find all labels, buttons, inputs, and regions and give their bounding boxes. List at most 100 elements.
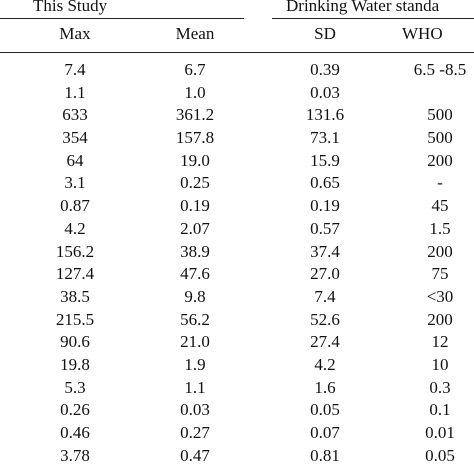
cell-who: 0.01 <box>425 423 455 442</box>
table-row: 127.4 47.6 27.0 75 <box>0 263 474 286</box>
table-row: 215.5 56.2 52.6 200 <box>0 309 474 332</box>
cell-mean: 0.25 <box>180 173 210 193</box>
cell-max: 19.8 <box>60 354 90 374</box>
table-row: 3.78 0.47 0.81 0.05 <box>0 445 474 468</box>
group-header-this-study: This Study <box>33 0 108 15</box>
cell-sd: 131.6 <box>305 105 345 125</box>
cell-max: 0.87 <box>60 196 90 216</box>
table-row: 5.3 1.1 1.6 0.3 <box>0 377 474 400</box>
cell-sd: 1.6 <box>314 377 336 397</box>
table-row: 38.5 9.8 7.4 <30 <box>0 286 474 309</box>
column-header-max: Max <box>59 24 91 43</box>
cell-sd: 37.4 <box>310 241 340 261</box>
group-rule-drinking-water-standard <box>272 18 474 20</box>
table-row: 90.6 21.0 27.4 12 <box>0 331 474 354</box>
table-row: 0.26 0.03 0.05 0.1 <box>0 399 474 422</box>
table-row: 19.8 1.9 4.2 10 <box>0 354 474 377</box>
group-rule-this-study <box>0 18 244 20</box>
cell-who: 200 <box>427 309 453 329</box>
cell-sd: 27.0 <box>310 264 340 284</box>
cell-max: 4.2 <box>64 218 86 238</box>
table-row: 0.46 0.27 0.07 0.01 <box>0 422 474 445</box>
cell-mean: 1.1 <box>184 377 206 397</box>
cell-sd: 0.07 <box>310 423 340 442</box>
cell-who: 0.3 <box>429 377 451 397</box>
cell-sd: 0.57 <box>310 218 340 238</box>
cell-sd: 0.39 <box>310 60 340 79</box>
cell-who: 500 <box>427 105 453 125</box>
cell-sd: 73.1 <box>310 128 340 148</box>
cell-who: <30 <box>426 286 454 306</box>
table-row: 633 361.2 131.6 500 <box>0 104 474 127</box>
cell-who: 200 <box>427 241 453 261</box>
cell-who: 500 <box>427 128 453 148</box>
table-row: 156.2 38.9 37.4 200 <box>0 241 474 264</box>
cell-max: 0.46 <box>60 423 90 442</box>
table-row: 0.87 0.19 0.19 45 <box>0 195 474 218</box>
cell-who: 12 <box>431 332 449 352</box>
cell-sd: 4.2 <box>314 354 336 374</box>
cell-mean: 361.2 <box>175 105 215 125</box>
cell-sd: 0.19 <box>310 196 340 216</box>
table-row: 1.1 1.0 0.03 <box>0 82 474 105</box>
cell-max: 1.1 <box>64 82 86 102</box>
cell-max: 90.6 <box>60 332 90 352</box>
cell-who: 75 <box>431 264 449 284</box>
cell-mean: 0.19 <box>180 196 210 216</box>
cell-who: 200 <box>427 150 453 170</box>
cell-mean: 38.9 <box>180 241 210 261</box>
cell-who: 45 <box>431 196 449 216</box>
cell-sd: 0.81 <box>310 445 340 465</box>
cell-who: - <box>437 173 443 193</box>
table-body: 7.4 6.7 0.39 6.5 -8.5 1.1 1.0 0.03 633 361.2 131.… <box>0 59 474 467</box>
cell-max: 3.1 <box>64 173 86 193</box>
cell-max: 127.4 <box>55 264 95 284</box>
cell-max: 5.3 <box>64 377 86 397</box>
cell-max: 64 <box>66 150 84 170</box>
cell-mean: 21.0 <box>180 332 210 352</box>
table-row: 4.2 2.07 0.57 1.5 <box>0 218 474 241</box>
cell-who: 10 <box>431 354 449 374</box>
cell-max: 633 <box>62 105 88 125</box>
cell-mean: 19.0 <box>180 150 210 170</box>
cell-who: 0.05 <box>425 445 455 465</box>
cell-who: 1.5 <box>429 218 451 238</box>
group-header-drinking-water-standard: Drinking Water standa <box>286 0 440 15</box>
cell-mean: 47.6 <box>180 264 210 284</box>
cell-who: 0.1 <box>429 400 451 420</box>
cell-mean: 6.7 <box>184 60 206 79</box>
cell-mean: 9.8 <box>184 286 206 306</box>
cell-mean: 0.03 <box>180 400 210 420</box>
column-header-who: WHO <box>402 24 443 43</box>
cell-sd: 27.4 <box>310 332 340 352</box>
cell-max: 354 <box>62 128 88 148</box>
cell-sd: 0.03 <box>310 82 340 102</box>
cell-sd: 0.65 <box>310 173 340 193</box>
cell-sd: 7.4 <box>314 286 336 306</box>
cell-mean: 1.0 <box>184 82 206 102</box>
cell-mean: 157.8 <box>175 128 215 148</box>
cell-sd: 52.6 <box>310 309 340 329</box>
cell-max: 156.2 <box>55 241 95 261</box>
cell-max: 38.5 <box>60 286 90 306</box>
cell-sd: 15.9 <box>310 150 340 170</box>
cell-mean: 0.47 <box>180 445 210 465</box>
table-row: 354 157.8 73.1 500 <box>0 127 474 150</box>
header-rule <box>0 52 474 54</box>
table-row: 64 19.0 15.9 200 <box>0 150 474 173</box>
cell-max: 3.78 <box>60 445 90 465</box>
cell-max: 215.5 <box>55 309 95 329</box>
column-header-mean: Mean <box>175 24 215 43</box>
cell-max: 0.26 <box>60 400 90 420</box>
cell-who: 6.5 -8.5 <box>413 60 467 79</box>
table-row: 7.4 6.7 0.39 6.5 -8.5 <box>0 59 474 82</box>
cell-mean: 1.9 <box>184 354 206 374</box>
cell-max: 7.4 <box>64 60 86 79</box>
table-row: 3.1 0.25 0.65 - <box>0 172 474 195</box>
cell-mean: 56.2 <box>180 309 210 329</box>
cell-mean: 2.07 <box>180 218 210 238</box>
cell-sd: 0.05 <box>310 400 340 420</box>
cell-mean: 0.27 <box>180 423 210 442</box>
column-header-sd: SD <box>314 24 336 43</box>
